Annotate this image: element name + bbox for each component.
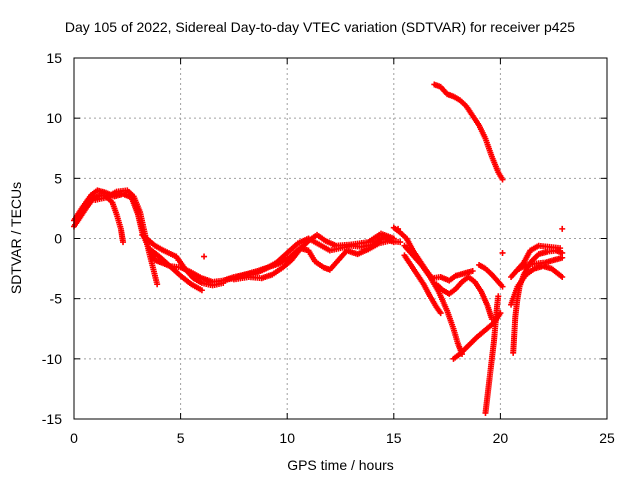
series-track-3 [92, 187, 161, 288]
series-track-10 [401, 252, 444, 317]
series-track-9 [390, 224, 476, 284]
data-point [499, 249, 506, 256]
series-track-12 [433, 274, 495, 323]
data-point [495, 293, 502, 300]
x-tick-label: 25 [599, 430, 615, 446]
data-point [559, 254, 566, 261]
data-point [198, 287, 205, 294]
data-points [71, 81, 566, 416]
series-track-20 [508, 254, 566, 281]
x-tick-label: 5 [177, 430, 185, 446]
series-track-14 [476, 261, 506, 290]
series-track-8 [241, 237, 404, 278]
y-axis-label: SDTVAR / TECUs [8, 181, 24, 295]
series-track-15 [431, 81, 506, 183]
series-track-16 [482, 293, 502, 416]
data-point [175, 257, 182, 264]
axis-ticks: 0 5 10 15 20 25 15 10 5 0 -5 -10 -15 [42, 50, 615, 446]
series-track-4 [139, 231, 227, 289]
y-tick-label: -10 [42, 351, 62, 367]
y-tick-label: 0 [54, 231, 62, 247]
y-tick-label: 5 [54, 170, 62, 186]
data-point [395, 225, 402, 232]
y-tick-label: 10 [46, 110, 62, 126]
x-tick-label: 10 [279, 430, 295, 446]
data-point [559, 225, 566, 232]
data-point [499, 283, 506, 290]
grid-lines [74, 58, 607, 419]
x-axis-label: GPS time / hours [287, 457, 394, 473]
data-point [469, 267, 476, 274]
y-tick-label: -5 [50, 291, 63, 307]
series-track-19 [508, 263, 566, 308]
y-tick-label: -15 [42, 411, 62, 427]
data-point [154, 281, 161, 288]
data-point [397, 239, 404, 246]
series-isolated [175, 225, 566, 264]
y-tick-label: 15 [46, 50, 62, 66]
data-point [201, 253, 208, 260]
x-tick-label: 0 [70, 430, 78, 446]
data-point [120, 239, 127, 246]
x-tick-label: 15 [386, 430, 402, 446]
chart-title: Day 105 of 2022, Sidereal Day-to-day VTE… [64, 19, 576, 35]
x-tick-label: 20 [493, 430, 509, 446]
data-point [557, 245, 564, 252]
data-point [437, 310, 444, 317]
data-point [559, 274, 566, 281]
series-track-5 [145, 245, 205, 294]
data-point [499, 176, 506, 183]
